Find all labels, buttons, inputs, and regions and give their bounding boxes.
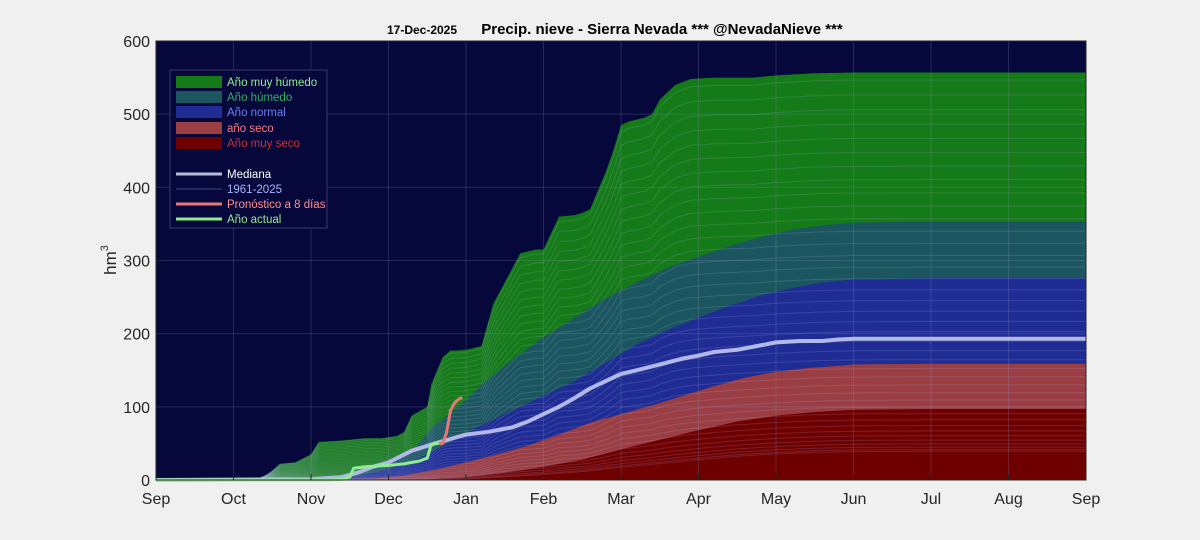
x-tick-label: Feb [530,491,558,508]
historical-year-line [156,266,1086,481]
legend-swatch-ano-seco [176,122,222,134]
y-axis-label-base: hm [101,251,120,275]
y-tick-label: 200 [123,327,150,344]
y-axis-label-exponent: 3 [99,245,111,251]
historical-year-line [156,310,1086,481]
x-tick-label: May [761,491,791,508]
y-tick-label: 0 [141,473,150,490]
y-tick-label: 400 [123,180,150,197]
x-tick-label: Apr [686,491,712,508]
historical-year-line [156,123,1086,481]
legend-swatch-ano-muy-seco [176,137,222,149]
legend-swatch-ano-humedo [176,91,222,103]
x-tick-label: Dec [374,491,402,508]
x-axis: Sep Oct Nov Dec Jan Feb Mar Apr May Jun Jul Aug Sep [142,474,1101,508]
legend-swatch-ano-normal [176,106,222,118]
historical-year-line [155,79,1086,481]
x-tick-label: Sep [142,491,171,508]
historical-year-line [156,230,1086,481]
y-tick-label: 300 [123,254,150,271]
legend-label-ano-seco: año seco [227,123,274,135]
x-tick-label: Aug [994,491,1022,508]
y-tick-label: 500 [123,107,150,124]
historical-year-line [156,179,1086,481]
historical-year-line [156,300,1086,481]
historical-year-line [156,242,1086,481]
historical-year-line [156,218,1086,481]
historical-year-line [156,278,1086,481]
historical-year-line [156,165,1086,481]
legend-label-ano-actual: Año actual [227,214,281,226]
historical-year-line [156,151,1086,481]
historical-year-line [156,137,1086,481]
x-tick-label: Jan [453,491,479,508]
x-tick-label: Jun [841,491,867,508]
x-tick-label: Mar [607,491,635,508]
climate-bands [156,72,1086,480]
x-tick-label: Jul [921,491,941,508]
y-tick-label: 600 [123,34,150,51]
historical-year-line [155,94,1086,481]
legend-swatch-ano-muy-humedo [176,76,222,88]
y-axis: 0 100 200 300 400 500 600 [123,34,162,490]
legend-label-ano-humedo: Año húmedo [227,92,292,104]
historical-year-line [156,289,1086,481]
line-pronostico-a-8-dias [438,396,463,445]
x-tick-label: Oct [221,491,246,508]
historical-year-line [156,254,1086,481]
band-ano-muy-seco [156,409,1086,480]
legend: Año muy húmedo Año húmedo Año normal año se… [169,69,328,229]
historical-year-line [156,192,1086,481]
historical-year-line [156,331,1086,481]
historical-year-line [156,321,1086,481]
historical-year-line [155,109,1086,481]
x-tick-label: Nov [297,491,325,508]
historical-year-line [156,350,1086,481]
legend-label-1961-2025: 1961-2025 [227,184,282,196]
legend-label-ano-muy-humedo: Año muy húmedo [227,77,317,89]
legend-label-ano-muy-seco: Año muy seco [227,138,300,150]
y-tick-label: 100 [123,400,150,417]
x-tick-label: Sep [1072,491,1101,508]
legend-label-pronostico-a-8-dias: Pronóstico a 8 días [227,199,326,211]
chart-title: Precip. nieve - Sierra Nevada *** @Nevad… [481,21,843,38]
historical-year-line [156,205,1086,481]
historical-year-line [156,359,1086,481]
legend-label-ano-normal: Año normal [227,107,286,119]
y-axis-label: hm3 [99,245,120,275]
chart-title-date: 17-Dec-2025 [387,23,457,37]
legend-label-mediana: Mediana [227,169,272,181]
line-mediana [155,336,1086,482]
historical-year-line [156,340,1086,481]
